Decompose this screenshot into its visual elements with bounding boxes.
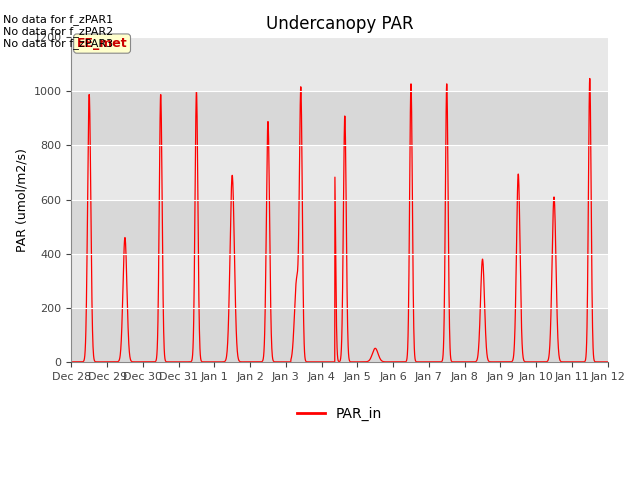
Text: No data for f_zPAR3: No data for f_zPAR3 bbox=[3, 37, 113, 48]
Y-axis label: PAR (umol/m2/s): PAR (umol/m2/s) bbox=[15, 148, 28, 252]
Bar bbox=[72, 308, 607, 362]
Text: No data for f_zPAR2: No data for f_zPAR2 bbox=[3, 25, 113, 36]
Text: EE_met: EE_met bbox=[77, 37, 127, 50]
Bar bbox=[72, 91, 607, 145]
Bar bbox=[72, 200, 607, 253]
Text: No data for f_zPAR1: No data for f_zPAR1 bbox=[3, 13, 113, 24]
Title: Undercanopy PAR: Undercanopy PAR bbox=[266, 15, 413, 33]
Legend: PAR_in: PAR_in bbox=[291, 401, 388, 426]
